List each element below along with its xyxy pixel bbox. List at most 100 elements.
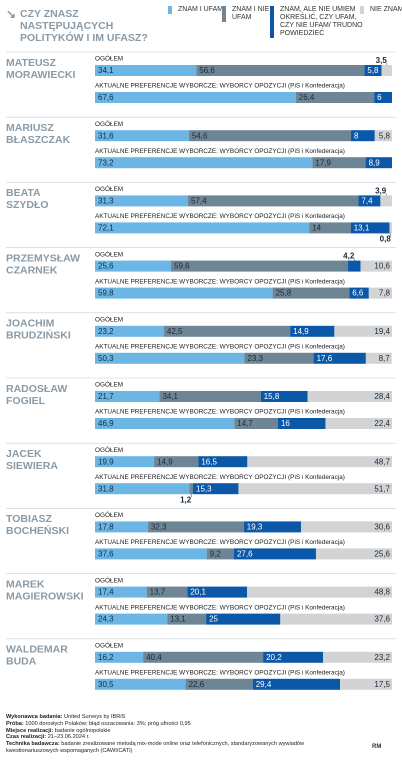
bar-segment	[206, 613, 281, 625]
value-label: 24,3	[98, 615, 114, 624]
chart-title: CZY ZNASZ NASTĘPUJĄCYCH POLITYKÓW I IM U…	[6, 8, 170, 44]
value-label: 8,9	[369, 158, 381, 167]
value-label: 73,2	[98, 158, 114, 167]
bar-segment	[312, 157, 366, 169]
legend-item: NIE ZNAM	[360, 6, 402, 14]
footer-text: 1000 dorosłych Polaków; błąd oszacowania…	[25, 720, 191, 727]
bar-segment	[350, 222, 390, 234]
bar-segment	[295, 92, 375, 103]
bar-segment	[188, 130, 352, 142]
bar-segment	[147, 521, 244, 533]
bar-segment	[351, 130, 375, 142]
bar-segment	[247, 586, 392, 598]
bar-segment	[307, 391, 392, 402]
bar-segment	[374, 130, 392, 142]
bar-segment	[349, 287, 369, 299]
value-label: 14,9	[293, 327, 309, 336]
politician-name: MARIUSZ	[6, 122, 54, 134]
footer-line: Technika badawcza: badanie zrealizowane …	[6, 741, 346, 755]
value-label: 50,3	[98, 354, 114, 363]
value-label: 20,1	[190, 588, 206, 597]
bar-segment	[185, 678, 253, 690]
row-label: AKTUALNE PREFERENCJE WYBORCZE: WYBORCY O…	[95, 604, 345, 611]
value-label: 34,1	[98, 66, 114, 75]
value-label: 34,1	[162, 392, 178, 401]
bar-segment	[193, 483, 239, 495]
value-label: 13,7	[150, 588, 166, 597]
value-label: 46,9	[98, 419, 114, 428]
value-label: 7,8	[379, 289, 391, 298]
value-label: 28,4	[374, 392, 390, 401]
bar-segment	[263, 651, 324, 663]
value-label: 25,6	[98, 262, 114, 271]
bar-segment	[198, 456, 248, 468]
bar-segment	[95, 222, 310, 234]
value-label: 48,7	[374, 457, 390, 466]
footer-line: Wykonawca badania: United Surveys by IBR…	[6, 714, 346, 721]
value-label: 14,9	[157, 457, 173, 466]
row-label: OGÓŁEM	[95, 575, 123, 584]
politician-name: BEATA	[6, 187, 41, 199]
bar-segment	[95, 352, 245, 364]
value-label: 17,5	[374, 680, 390, 689]
value-label: 20,2	[266, 653, 282, 662]
value-label: 30,5	[98, 680, 114, 689]
bar-segment	[95, 325, 164, 337]
value-label: 5,8	[379, 131, 391, 140]
value-label: 13,1	[354, 224, 370, 233]
row-label: OGÓŁEM	[95, 314, 123, 323]
value-label: 31,3	[98, 197, 114, 206]
bar-segment	[364, 65, 382, 76]
bar-segment	[95, 195, 188, 207]
bar-segment	[360, 260, 392, 272]
bar-segment	[187, 586, 248, 598]
legend-item: ZNAM I UFAM	[168, 6, 224, 14]
bar-segment	[187, 195, 359, 207]
value-label: 25,8	[276, 289, 292, 298]
value-label: 40,4	[146, 653, 162, 662]
bar-segment	[247, 456, 392, 468]
value-label: 17,8	[98, 523, 114, 532]
bar-segment	[95, 483, 190, 495]
bar-segment	[171, 260, 349, 272]
politician-name: BRUDZIŃSKI	[6, 329, 71, 342]
politician-name: MAREK	[6, 578, 45, 590]
bar-segment	[334, 325, 392, 337]
footer-line: Miejsce realizacji: badanie ogólnopolski…	[6, 728, 346, 735]
bar-segment	[167, 613, 207, 625]
bar-segment	[154, 456, 199, 468]
value-label: 0,8	[380, 235, 392, 244]
value-label: 7,4	[361, 197, 373, 206]
bar-segment	[95, 548, 207, 560]
footer-label: Technika badawcza:	[6, 741, 60, 748]
value-label: 8,7	[379, 354, 391, 363]
bar-segment	[280, 613, 392, 625]
value-label: 19,9	[98, 457, 114, 466]
value-label: 25,6	[374, 550, 390, 559]
bar-segment	[315, 548, 392, 560]
bar-segment	[95, 678, 186, 690]
row-label: OGÓŁEM	[95, 510, 123, 519]
bar-segment	[252, 678, 341, 690]
footer-text: United Surveys by IBRiS	[64, 714, 126, 720]
row-label: OGÓŁEM	[95, 380, 123, 389]
value-label: 1,2	[180, 495, 192, 504]
value-label: 8	[354, 131, 359, 140]
value-label: 23,2	[98, 327, 114, 336]
row-label: AKTUALNE PREFERENCJE WYBORCZE: WYBORCY O…	[95, 148, 345, 155]
value-label: 16,5	[201, 457, 217, 466]
row-label: AKTUALNE PREFERENCJE WYBORCZE: WYBORCY O…	[95, 539, 345, 546]
bar-segment	[234, 418, 278, 429]
bar-segment	[277, 418, 326, 429]
politician-name: SZYDŁO	[6, 199, 49, 211]
bar-segment	[381, 65, 392, 76]
bar-segment	[365, 352, 392, 364]
footer-label: Miejsce realizacji:	[6, 727, 54, 734]
bar-segment	[313, 352, 366, 364]
value-label: 42,5	[167, 327, 183, 336]
bar-segment	[206, 548, 234, 560]
bar-segment	[95, 391, 160, 402]
value-label: 17,9	[315, 158, 331, 167]
